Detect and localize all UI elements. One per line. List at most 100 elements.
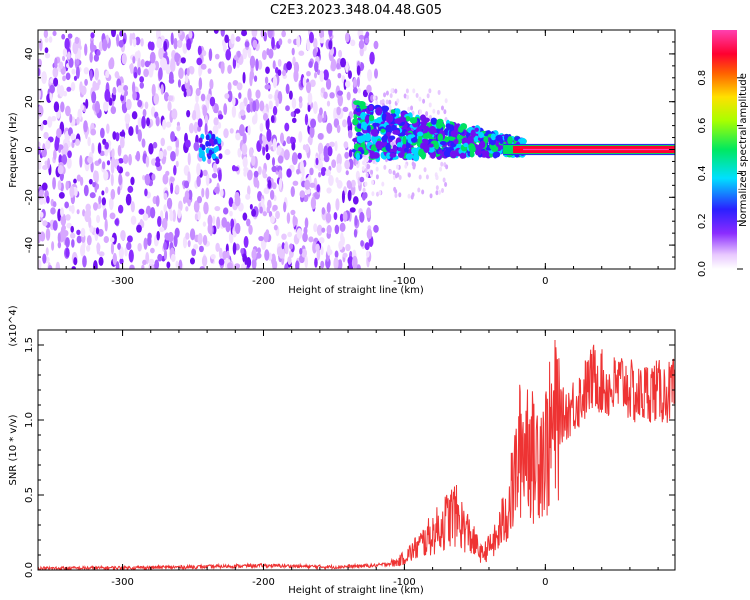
spectrogram-noise-mark: [130, 215, 137, 225]
spectrogram-noise-mark: [288, 90, 293, 100]
spectrogram-noise-mark: [47, 116, 53, 128]
spectrogram-noise-mark: [155, 195, 160, 207]
spectrogram-noise-mark: [111, 156, 116, 168]
spectrogram-trace-mark: [396, 142, 402, 148]
spectrogram-noise-mark: [277, 155, 284, 164]
spectrogram-trace-mark: [412, 153, 420, 162]
spectrogram-noise-mark: [381, 99, 385, 105]
snr-y-axis-label: SNR (10 * v/v): [8, 414, 19, 485]
spectrogram-noise-mark: [67, 150, 72, 159]
spectrogram-noise-mark: [210, 253, 216, 260]
spectrogram-noise-mark: [422, 98, 426, 104]
spectrogram-noise-mark: [253, 170, 259, 178]
spectrogram-noise-mark: [344, 32, 350, 43]
spectrogram-noise-mark: [336, 163, 342, 174]
spectrogram-noise-mark: [258, 235, 264, 242]
spectrogram-noise-mark: [237, 50, 241, 58]
spectrogram-noise-mark: [439, 166, 443, 172]
spectrogram-noise-mark: [108, 197, 114, 211]
spectrogram-noise-mark: [287, 231, 293, 238]
spectrogram-trace-mark: [353, 114, 358, 119]
spectrogram-trace-mark: [456, 134, 464, 140]
spectrogram-x-axis-label: Height of straight line (km): [288, 285, 424, 296]
spectrogram-trace-mark: [407, 134, 415, 139]
spectrogram-noise-mark: [176, 121, 181, 127]
spectrogram-xtick-label: -200: [252, 276, 275, 287]
spectrogram-noise-mark: [273, 224, 278, 231]
spectrogram-noise-mark: [92, 260, 98, 269]
spectrogram-noise-mark: [182, 236, 188, 249]
spectrogram-noise-mark: [109, 212, 116, 220]
spectrogram-noise-mark: [158, 67, 163, 80]
spectrogram-noise-mark: [53, 101, 60, 113]
spectrogram-noise-mark: [257, 166, 262, 175]
spectrogram-noise-mark: [333, 257, 339, 269]
spectrogram-noise-mark: [279, 132, 285, 144]
spectrogram-noise-mark: [365, 250, 370, 258]
spectrogram-noise-mark: [295, 260, 300, 269]
spectrogram-trace-mark: [372, 122, 379, 127]
spectrogram-noise-mark: [197, 196, 203, 204]
spectrogram-noise-mark: [163, 249, 168, 261]
spectrogram-noise-mark: [263, 31, 268, 42]
spectrogram-noise-mark: [334, 224, 340, 235]
spectrogram-noise-mark: [244, 256, 248, 266]
spectrogram-noise-mark: [337, 93, 344, 107]
spectrogram-noise-mark: [338, 49, 343, 58]
spectrogram-noise-mark: [259, 133, 264, 145]
spectrogram-noise-mark: [149, 51, 156, 64]
spectrogram-noise-mark: [329, 141, 335, 148]
spectrogram-noise-mark: [291, 47, 295, 56]
spectrogram-noise-mark: [128, 126, 134, 136]
spectrogram-noise-mark: [262, 145, 266, 156]
spectrogram-noise-mark: [345, 243, 351, 252]
spectrogram-noise-mark: [293, 69, 299, 83]
spectrogram-noise-mark: [101, 161, 106, 170]
spectrogram-noise-mark: [74, 138, 81, 146]
spectrogram-noise-mark: [336, 124, 341, 134]
spectrogram-cluster-mark: [218, 153, 223, 160]
spectrogram-noise-mark: [304, 179, 311, 190]
spectrogram-noise-mark: [423, 167, 427, 173]
spectrogram-trace-mark: [417, 137, 423, 144]
spectrogram-cluster-mark: [211, 133, 216, 140]
spectrogram-noise-mark: [141, 264, 145, 269]
spectrogram-noise-mark: [344, 61, 349, 73]
spectrogram-noise-mark: [66, 51, 71, 60]
spectrogram-noise-mark: [283, 149, 290, 161]
spectrogram-noise-mark: [66, 157, 72, 169]
spectrogram-noise-mark: [265, 229, 270, 237]
spectrogram-noise-mark: [356, 76, 360, 88]
spectrogram-trace-mark: [366, 125, 371, 133]
spectrogram-noise-mark: [304, 255, 309, 269]
spectrogram-noise-mark: [366, 84, 372, 94]
spectrogram-noise-mark: [133, 72, 138, 79]
spectrogram-noise-mark: [244, 41, 250, 48]
spectrogram-cluster-mark: [215, 145, 220, 152]
spectrogram-trace-mark: [473, 135, 480, 143]
spectrogram-noise-mark: [304, 143, 310, 154]
spectrogram-noise-mark: [357, 87, 361, 94]
colorbar-ticks: 0.0 0.2 0.4 0.6 0.8: [697, 70, 743, 277]
spectrogram-noise-mark: [63, 230, 69, 237]
spectrogram-noise-mark: [39, 38, 43, 52]
spectrogram-noise-mark: [176, 125, 181, 132]
spectrogram-noise-mark: [259, 122, 264, 132]
spectrogram-noise-mark: [261, 134, 266, 142]
spectrogram-trace-mark: [355, 152, 360, 161]
spectrogram-noise-mark: [227, 262, 233, 269]
spectrogram-trace-mark: [445, 123, 452, 129]
spectrogram-noise-mark: [42, 220, 48, 227]
spectrogram-noise-mark: [222, 250, 228, 261]
spectrogram-trace-mark: [443, 149, 452, 158]
spectrogram-noise-mark: [323, 110, 327, 122]
spectrogram-noise-mark: [96, 214, 101, 224]
spectrogram-trace-mark: [459, 152, 466, 159]
spectrogram-trace-mark: [362, 149, 369, 156]
spectrogram-noise-mark: [139, 76, 145, 83]
spectrogram-noise-mark: [440, 105, 444, 111]
spectrogram-noise-mark: [213, 30, 219, 34]
spectrogram-noise-mark: [235, 36, 241, 42]
spectrogram-noise-mark: [396, 164, 400, 170]
